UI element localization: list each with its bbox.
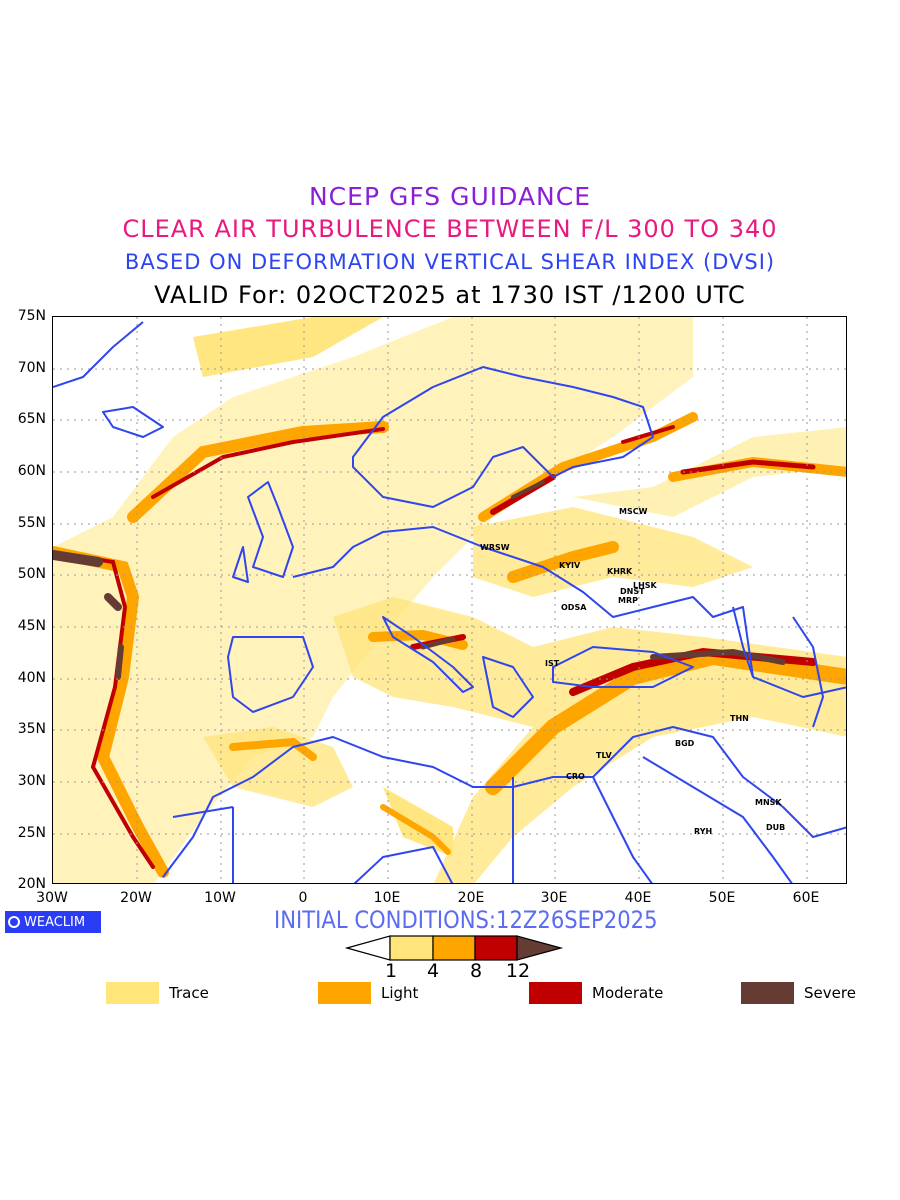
colorbar-tick: 1: [384, 960, 398, 982]
city-label: ODSA: [561, 603, 587, 612]
initial-conditions: INITIAL CONDITIONS:12Z26SEP2025: [274, 906, 658, 934]
city-label: WRSW: [480, 543, 510, 552]
lat-label: 35N: [17, 721, 46, 737]
city-label: BGD: [675, 739, 695, 748]
legend-item-moderate: Moderate: [529, 982, 663, 1004]
weaclim-logo: WEACLIM: [5, 911, 101, 933]
lat-label: 20N: [17, 876, 46, 892]
coastlines-borders: [53, 321, 846, 883]
city-label: MNSK: [755, 798, 782, 807]
logo-text: WEACLIM: [24, 914, 86, 930]
colorbar-below-1: [345, 935, 391, 961]
lat-label: 75N: [17, 308, 46, 324]
severe-bands: [53, 480, 786, 680]
city-label: KYIV: [559, 561, 581, 570]
lon-label: 10W: [204, 890, 236, 906]
legend-item-trace: Trace: [106, 982, 209, 1004]
lat-label: 60N: [17, 463, 46, 479]
colorbar-light: [432, 935, 476, 961]
lat-label: 25N: [17, 825, 46, 841]
lon-label: 0: [298, 890, 308, 906]
city-label: MRP: [618, 596, 638, 605]
lat-label: 55N: [17, 515, 46, 531]
city-label: CRO: [566, 772, 585, 781]
legend-label: Severe: [804, 984, 856, 1002]
legend-swatch: [106, 982, 159, 1004]
lon-label: 30E: [540, 890, 568, 906]
legend-item-light: Light: [318, 982, 418, 1004]
lat-label: 45N: [17, 618, 46, 634]
colorbar-moderate: [474, 935, 518, 961]
lon-label: 50E: [708, 890, 736, 906]
colorbar-trace: [389, 935, 434, 961]
city-label: THN: [730, 714, 749, 723]
trace-areas: [53, 317, 846, 883]
city-label: DUB: [766, 823, 786, 832]
copyright-icon: [8, 916, 20, 928]
city-label: IST: [545, 659, 560, 668]
legend-item-severe: Severe: [741, 982, 856, 1004]
lat-label: 30N: [17, 773, 46, 789]
legend-swatch: [318, 982, 371, 1004]
lat-label: 65N: [17, 411, 46, 427]
lon-label: 10E: [373, 890, 401, 906]
colorbar-tick: 12: [505, 960, 531, 982]
colorbar-tick: 8: [469, 960, 483, 982]
city-label: LHSK: [633, 581, 657, 590]
city-label: TLV: [596, 751, 612, 760]
legend-swatch: [741, 982, 794, 1004]
city-label: DNST: [620, 587, 645, 596]
map-canvas: [53, 317, 846, 883]
lat-label: 50N: [17, 566, 46, 582]
colorbar-tick: 4: [426, 960, 440, 982]
lon-label: 20W: [120, 890, 152, 906]
title-line-3: BASED ON DEFORMATION VERTICAL SHEAR INDE…: [124, 250, 776, 274]
turbulence-map: [52, 316, 847, 884]
title-line-2: CLEAR AIR TURBULENCE BETWEEN F/L 300 TO …: [122, 215, 778, 243]
city-label: MSCW: [619, 507, 648, 516]
lon-label: 30W: [36, 890, 68, 906]
legend-label: Light: [381, 984, 419, 1002]
lon-label: 40E: [624, 890, 652, 906]
colorbar: [345, 935, 564, 961]
city-label: KHRK: [607, 567, 633, 576]
legend-label: Trace: [169, 984, 209, 1002]
valid-time: VALID For: 02OCT2025 at 1730 IST /1200 U…: [154, 281, 746, 309]
colorbar-severe: [516, 935, 564, 961]
title-line-1: NCEP GFS GUIDANCE: [308, 182, 591, 211]
lat-label: 70N: [17, 360, 46, 376]
lon-label: 20E: [457, 890, 485, 906]
legend-label: Moderate: [592, 984, 664, 1002]
lat-label: 40N: [17, 670, 46, 686]
legend-swatch: [529, 982, 582, 1004]
lon-label: 60E: [792, 890, 820, 906]
city-label: RYH: [694, 827, 713, 836]
